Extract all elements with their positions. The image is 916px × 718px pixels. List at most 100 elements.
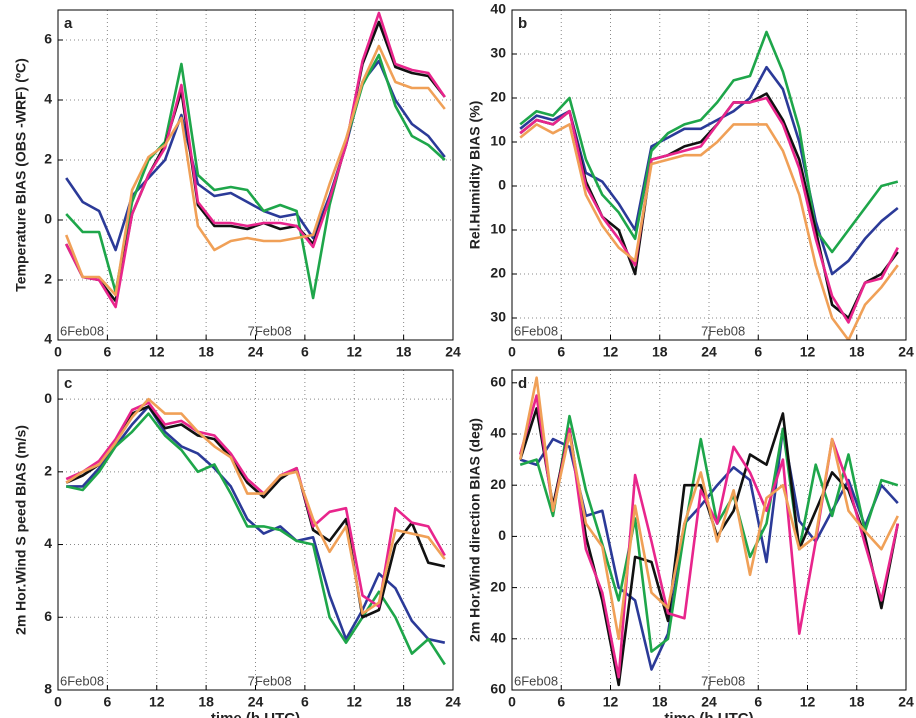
series-line [519, 30, 899, 254]
y-tick-label: 30 [490, 309, 506, 325]
x-tick-label: 0 [54, 694, 62, 710]
panel-label: b [518, 15, 527, 32]
series-line [64, 44, 446, 297]
x-tick-label: 12 [346, 694, 362, 710]
series-line [65, 397, 446, 615]
y-tick-label: 0 [44, 211, 52, 227]
annotation: 7Feb08 [701, 323, 745, 338]
annotation: 6Feb08 [514, 673, 558, 688]
x-tick-label: 24 [898, 344, 914, 360]
x-tick-label: 18 [198, 344, 214, 360]
x-tick-label: 6 [557, 344, 565, 360]
panel: 0 6 12 18 24 6 12 18 24 60 40 20 0 20 40 60 d 6Feb08 7Feb0… [467, 369, 914, 718]
y-tick-label: 40 [490, 425, 506, 441]
panel-label: a [64, 15, 73, 32]
x-tick-label: 6 [557, 694, 565, 710]
y-tick-label: 20 [490, 265, 506, 281]
y-tick-label: 20 [490, 578, 506, 594]
y-tick-label: 0 [498, 527, 506, 543]
series-line [519, 123, 899, 340]
y-tick-label: 20 [490, 89, 506, 105]
x-axis-label: time (h UTC) [664, 710, 753, 718]
x-tick-label: 12 [603, 694, 619, 710]
x-tick-label: 24 [248, 344, 264, 360]
panel: 0 6 12 18 24 6 12 18 24 30 20 10 0 10 20 30 40 b 6Feb08 7Fe… [467, 1, 914, 360]
x-tick-label: 12 [346, 344, 362, 360]
y-axis-label: 2m Hor.Wind S peed BIAS (m/s) [13, 425, 29, 635]
y-tick-label: 4 [44, 331, 52, 347]
x-tick-label: 6 [103, 344, 111, 360]
y-tick-label: 10 [490, 221, 506, 237]
y-tick-label: 4 [44, 535, 52, 551]
y-axis-label: Rel.Humidity BIAS (%) [467, 101, 483, 250]
y-tick-label: 2 [44, 151, 52, 167]
annotation: 7Feb08 [248, 323, 292, 338]
y-tick-label: 10 [490, 133, 506, 149]
series-line [519, 414, 899, 653]
y-axis-label: Temperature BIAS (OBS -WRF) (ºC) [13, 58, 29, 292]
x-tick-label: 24 [898, 694, 914, 710]
annotation: 6Feb08 [60, 673, 104, 688]
panel-label: c [64, 375, 72, 392]
x-tick-label: 6 [103, 694, 111, 710]
series-line [65, 11, 446, 309]
x-tick-label: 18 [396, 694, 412, 710]
y-tick-label: 60 [490, 681, 506, 697]
plot-frame [57, 369, 454, 691]
plot-frame [511, 369, 907, 691]
x-tick-label: 12 [149, 694, 165, 710]
y-tick-label: 40 [490, 630, 506, 646]
plot-frame [57, 9, 454, 341]
x-tick-label: 6 [301, 344, 309, 360]
x-tick-label: 18 [396, 344, 412, 360]
x-tick-label: 6 [754, 694, 762, 710]
x-tick-label: 18 [652, 694, 668, 710]
x-tick-label: 12 [800, 344, 816, 360]
series-line [518, 376, 899, 641]
series-line [65, 59, 446, 252]
y-tick-label: 40 [490, 1, 506, 17]
series-line [65, 405, 446, 619]
y-tick-label: 4 [44, 91, 52, 107]
x-tick-label: 0 [54, 344, 62, 360]
annotation: 6Feb08 [60, 323, 104, 338]
x-tick-label: 6 [754, 344, 762, 360]
y-tick-label: 20 [490, 476, 506, 492]
plot-frame [511, 9, 907, 341]
y-tick-label: 2 [44, 271, 52, 287]
series-line [65, 53, 446, 300]
y-axis-label: 2m Hor.Wind direction BIAS (deg) [467, 418, 483, 642]
series-line [519, 65, 899, 276]
x-tick-label: 24 [445, 344, 461, 360]
series-line [519, 96, 899, 324]
x-axis-label: time (h UTC) [211, 710, 300, 718]
x-tick-label: 12 [603, 344, 619, 360]
x-tick-label: 0 [508, 344, 516, 360]
x-tick-label: 12 [149, 344, 165, 360]
y-tick-label: 0 [44, 390, 52, 406]
annotation: 6Feb08 [514, 323, 558, 338]
panel-label: d [518, 375, 527, 392]
x-tick-label: 24 [445, 694, 461, 710]
x-tick-label: 24 [701, 694, 717, 710]
y-tick-label: 60 [490, 374, 506, 390]
y-tick-label: 8 [44, 681, 52, 697]
x-tick-label: 18 [849, 344, 865, 360]
x-tick-label: 24 [701, 344, 717, 360]
x-tick-label: 18 [652, 344, 668, 360]
y-tick-label: 6 [44, 608, 52, 624]
annotation: 7Feb08 [701, 673, 745, 688]
x-tick-label: 6 [301, 694, 309, 710]
x-tick-label: 12 [800, 694, 816, 710]
y-tick-label: 30 [490, 45, 506, 61]
annotation: 7Feb08 [248, 673, 292, 688]
x-tick-label: 18 [849, 694, 865, 710]
y-tick-label: 6 [44, 31, 52, 47]
y-tick-label: 0 [498, 177, 506, 193]
y-tick-label: 2 [44, 463, 52, 479]
x-tick-label: 0 [508, 694, 516, 710]
x-tick-label: 18 [198, 694, 214, 710]
